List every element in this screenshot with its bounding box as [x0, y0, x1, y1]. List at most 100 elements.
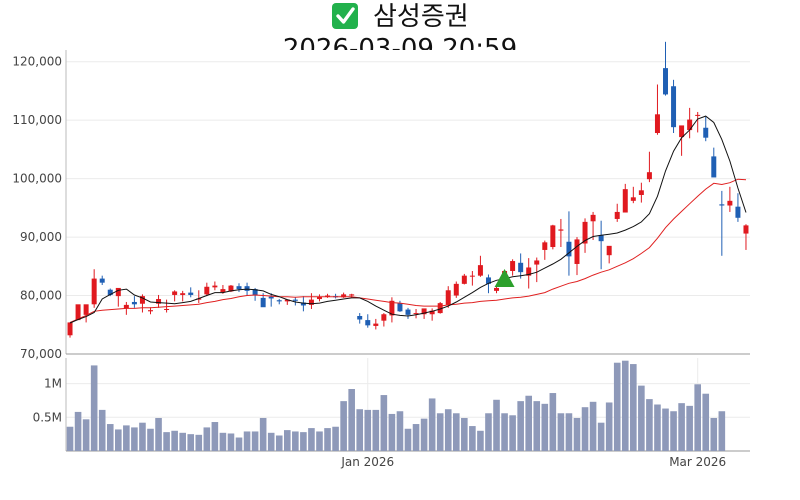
- volume-bar: [477, 430, 484, 451]
- candle-body: [445, 290, 451, 305]
- volume-bar: [541, 403, 549, 451]
- volume-bar: [630, 364, 637, 451]
- candle-body: [284, 299, 290, 302]
- volume-bar: [404, 428, 412, 451]
- candle: [292, 297, 298, 306]
- volume-bar: [613, 362, 621, 451]
- candle-body: [220, 289, 226, 293]
- candle: [172, 290, 178, 302]
- candle: [357, 313, 363, 324]
- candle: [542, 240, 548, 260]
- candle-body: [164, 308, 170, 310]
- candle: [405, 307, 411, 319]
- candle-body: [566, 241, 572, 257]
- candle-body: [453, 283, 459, 296]
- candle: [614, 203, 620, 222]
- volume-bar: [243, 431, 251, 451]
- candle-body: [663, 68, 669, 95]
- candle: [510, 259, 516, 276]
- candle: [91, 269, 97, 308]
- volume-bar: [621, 360, 629, 451]
- candle-body: [437, 303, 443, 314]
- volume-bar: [147, 428, 154, 451]
- volume-bar: [428, 398, 436, 451]
- volume-bar: [348, 389, 355, 451]
- candle: [413, 308, 419, 319]
- volume-bar: [694, 384, 701, 451]
- volume-bar: [501, 413, 508, 451]
- volume-bar: [525, 395, 533, 451]
- date-tick-label: Jan 2026: [340, 455, 394, 469]
- candle: [711, 147, 717, 178]
- volume-bar: [219, 432, 227, 451]
- volume-bar: [332, 426, 339, 451]
- volume-bar: [98, 409, 106, 451]
- candle-body: [107, 289, 113, 295]
- volume-bar: [267, 432, 275, 451]
- candle: [115, 287, 121, 307]
- candle: [67, 322, 73, 338]
- volume-bar: [573, 417, 581, 451]
- candle-body: [574, 239, 580, 264]
- volume-bar: [670, 411, 677, 451]
- volume-bar: [66, 426, 74, 451]
- candle: [236, 283, 242, 293]
- candle: [308, 293, 314, 309]
- candle: [654, 84, 660, 135]
- candle: [147, 307, 153, 315]
- volume-bar: [581, 407, 589, 451]
- candle: [381, 313, 387, 327]
- candle: [590, 211, 596, 240]
- candle: [99, 275, 105, 286]
- volume-bar: [646, 399, 653, 451]
- candle-body: [300, 302, 306, 306]
- candle-body: [99, 278, 105, 283]
- candle: [75, 304, 81, 321]
- candle-body: [373, 323, 379, 326]
- candle: [695, 111, 701, 133]
- candle-body: [622, 189, 628, 213]
- candle-body: [671, 86, 677, 128]
- volume-bar: [106, 424, 114, 451]
- candle: [316, 294, 322, 302]
- candle-body: [260, 297, 266, 308]
- candle-body: [341, 294, 347, 298]
- candle: [461, 273, 467, 285]
- price-y-axis: 70,000 80,000 90,000 100,000 110,000 120,000: [12, 55, 62, 361]
- candle: [719, 190, 725, 256]
- candle: [558, 218, 564, 248]
- candle-body: [139, 296, 145, 304]
- candle-body: [228, 285, 234, 292]
- candle: [429, 308, 435, 321]
- volume-bar: [364, 409, 372, 451]
- volume-bar: [187, 434, 195, 451]
- candle: [164, 299, 170, 313]
- volume-bar: [324, 428, 331, 451]
- candle: [638, 182, 644, 203]
- volume-bar: [565, 413, 573, 451]
- volume-bar: [340, 401, 347, 451]
- candle: [606, 245, 612, 264]
- volume-bar: [444, 409, 452, 451]
- price-tick-label: 90,000: [20, 230, 62, 244]
- volume-bar: [638, 385, 645, 451]
- candle: [188, 287, 194, 298]
- candle: [389, 297, 395, 323]
- buy-signal-markers: [494, 269, 515, 288]
- check-mark-icon: [332, 3, 358, 29]
- candle: [365, 314, 371, 328]
- candle-body: [83, 304, 89, 315]
- volume-bar: [452, 413, 460, 451]
- candle-body: [598, 235, 604, 242]
- candle: [550, 224, 556, 250]
- price-tick-label: 110,000: [12, 113, 62, 127]
- candle-body: [389, 300, 395, 316]
- candle-body: [357, 316, 363, 320]
- candle-body: [292, 299, 298, 301]
- price-tick-label: 100,000: [12, 172, 62, 186]
- volume-bar: [420, 418, 428, 451]
- candle-body: [91, 278, 97, 305]
- candle: [276, 299, 282, 305]
